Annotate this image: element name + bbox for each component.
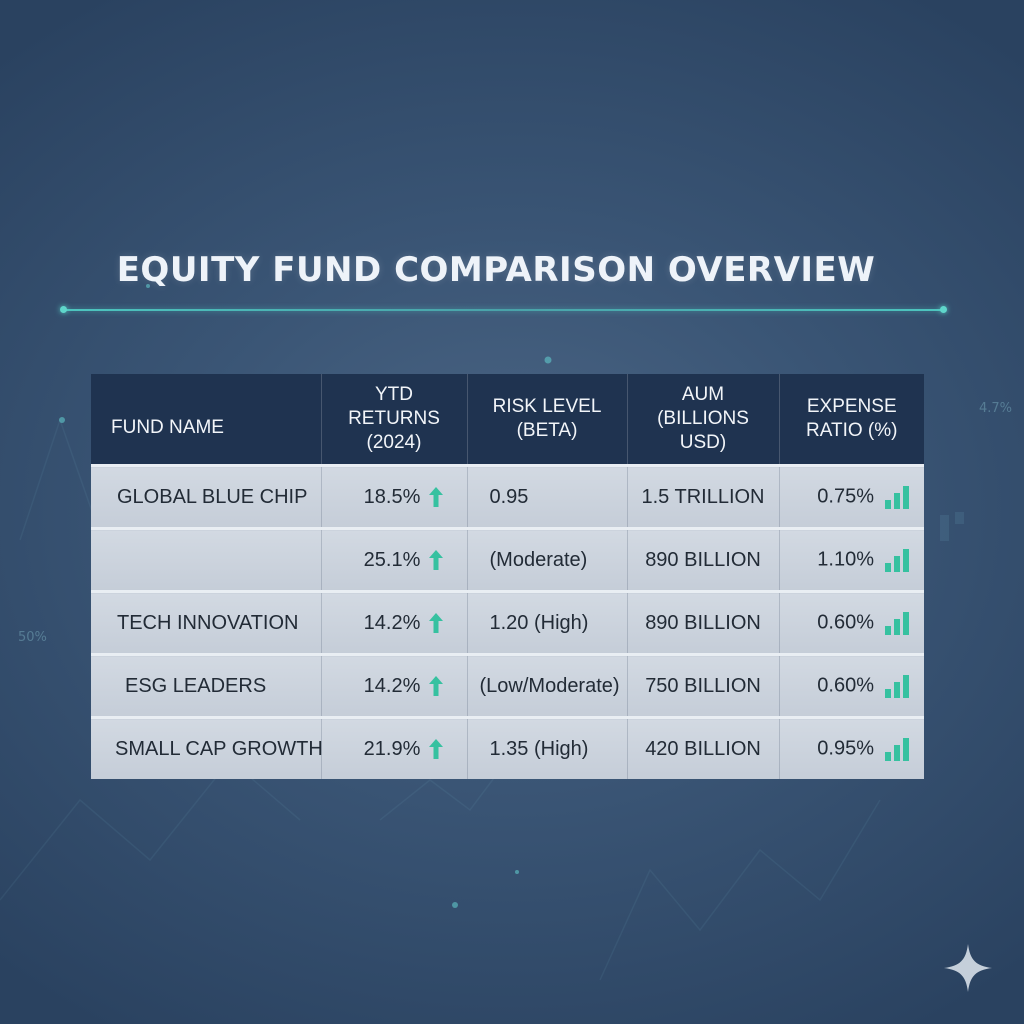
aum-cell-text: 1.5 TRILLION <box>641 485 765 508</box>
fund-name-cell-text: ESG LEADERS <box>125 674 267 697</box>
fund-name-cell <box>91 527 321 592</box>
risk-level-cell-text: (Moderate) <box>489 548 588 571</box>
underline-dot-left <box>60 306 67 313</box>
expense-ratio-cell: 0.60% <box>778 590 924 655</box>
expense-ratio-cell: 0.95% <box>778 716 924 779</box>
ytd-return-cell: 14.2% <box>320 590 467 655</box>
aum-cell: 420 BILLION <box>626 716 779 779</box>
fund-name-cell-text: GLOBAL BLUE CHIP <box>117 485 308 508</box>
risk-level-cell-text: 0.95 <box>489 485 529 508</box>
decor-label-right: 4.7% <box>978 401 1012 416</box>
risk-level-cell-text: 1.20 (High) <box>489 611 589 634</box>
table-row: TECH INNOVATION 14.2% 1.20 (High) 890 BILLI… <box>91 590 924 655</box>
aum-cell: 1.5 TRILLION <box>626 464 779 529</box>
fund-name-cell: SMALL CAP GROWTH <box>91 716 323 779</box>
ytd-return-cell: 21.9% <box>320 716 467 779</box>
header-risk-level: RISK LEVEL (BETA) <box>466 374 627 466</box>
ytd-return-cell-text: 25.1% <box>363 548 421 571</box>
aum-cell-text: 890 BILLION <box>645 548 761 571</box>
header-ytd-returns: YTD RETURNS (2024) <box>320 374 467 466</box>
expense-ratio-cell: 0.60% <box>778 653 924 718</box>
up-arrow-icon <box>428 612 444 634</box>
ytd-return-cell: 25.1% <box>320 527 467 592</box>
aum-cell-text: 890 BILLION <box>645 611 761 634</box>
up-arrow-icon <box>428 549 444 571</box>
ytd-return-cell: 14.2% <box>320 653 467 718</box>
risk-level-cell-text: (Low/Moderate) <box>479 674 620 697</box>
fund-name-cell-text: TECH INNOVATION <box>117 611 299 634</box>
table-header-row: FUND NAME YTD RETURNS (2024) RISK LEVEL … <box>91 374 924 466</box>
aum-cell: 750 BILLION <box>626 653 779 718</box>
expense-ratio-cell-text: 0.60% <box>817 674 874 697</box>
expense-ratio-cell-text: 0.75% <box>817 485 874 508</box>
header-fund-name: FUND NAME <box>91 374 321 466</box>
risk-level-cell-text: 1.35 (High) <box>489 737 589 760</box>
aum-cell-text: 750 BILLION <box>645 674 761 697</box>
risk-level-cell: (Moderate) <box>466 527 627 592</box>
bar-chart-icon <box>884 611 910 635</box>
ytd-return-cell-text: 14.2% <box>363 674 421 697</box>
aum-cell-text: 420 BILLION <box>645 737 761 760</box>
decor-label-left: 50% <box>18 630 47 645</box>
expense-ratio-cell-text: 0.60% <box>817 611 874 634</box>
up-arrow-icon <box>428 738 444 760</box>
fund-name-cell: ESG LEADERS <box>91 653 321 718</box>
table-row: ESG LEADERS 14.2% (Low/Moderate) 750 BILLIO… <box>91 653 924 718</box>
table-row: GLOBAL BLUE CHIP 18.5% 0.95 1.5 TRILLION 0.7… <box>91 464 924 529</box>
up-arrow-icon <box>428 675 444 697</box>
bar-chart-icon <box>884 737 910 761</box>
risk-level-cell: 1.35 (High) <box>466 716 627 779</box>
ytd-return-cell-text: 14.2% <box>363 611 421 634</box>
bar-chart-icon <box>884 674 910 698</box>
underline-dot-right <box>940 306 947 313</box>
title-underline <box>64 309 944 311</box>
ytd-return-cell-text: 21.9% <box>363 737 421 760</box>
header-expense-ratio: EXPENSE RATIO (%) <box>778 374 924 466</box>
bar-chart-icon <box>884 548 910 572</box>
expense-ratio-cell: 0.75% <box>778 464 924 529</box>
header-aum: AUM (BILLIONS USD) <box>626 374 779 466</box>
expense-ratio-cell: 1.10% <box>778 527 924 592</box>
bar-chart-icon <box>884 485 910 509</box>
ytd-return-cell-text: 18.5% <box>363 485 421 508</box>
risk-level-cell: 0.95 <box>466 464 627 529</box>
aum-cell: 890 BILLION <box>626 590 779 655</box>
table-row: 25.1% (Moderate) 890 BILLION 1.10% <box>91 527 924 592</box>
fund-name-cell: TECH INNOVATION <box>91 590 321 655</box>
aum-cell: 890 BILLION <box>626 527 779 592</box>
fund-name-cell: GLOBAL BLUE CHIP <box>91 464 321 529</box>
up-arrow-icon <box>428 486 444 508</box>
page-title: EQUITY FUND COMPARISON OVERVIEW <box>116 250 876 290</box>
sparkle-icon <box>944 944 992 992</box>
expense-ratio-cell-text: 0.95% <box>817 737 874 760</box>
risk-level-cell: (Low/Moderate) <box>466 653 627 718</box>
expense-ratio-cell-text: 1.10% <box>817 548 874 571</box>
ytd-return-cell: 18.5% <box>320 464 467 529</box>
table-row: SMALL CAP GROWTH 21.9% 1.35 (High) 420 BILL… <box>91 716 924 779</box>
fund-name-cell-text: SMALL CAP GROWTH <box>115 737 323 760</box>
risk-level-cell: 1.20 (High) <box>466 590 627 655</box>
fund-comparison-table: FUND NAME YTD RETURNS (2024) RISK LEVEL … <box>91 374 924 779</box>
